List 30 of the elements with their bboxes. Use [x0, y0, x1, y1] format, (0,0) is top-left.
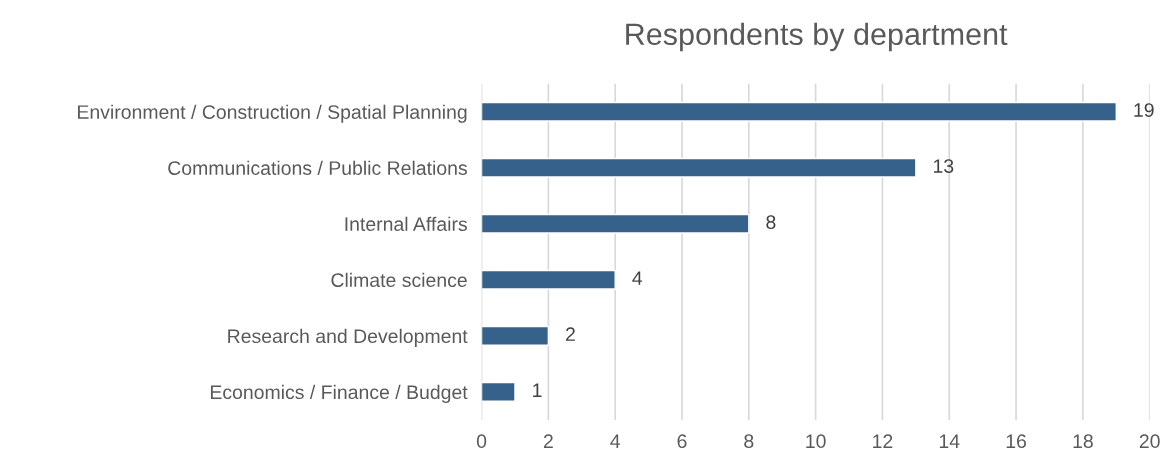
x-tick-label: 14 — [939, 434, 960, 448]
bar — [481, 325, 550, 346]
x-tick-label: 12 — [873, 434, 893, 448]
x-tick-label: 16 — [1006, 434, 1027, 449]
bar — [481, 381, 516, 402]
bar — [481, 269, 616, 290]
bar — [481, 213, 750, 234]
data-label: 13 — [933, 159, 954, 173]
x-tick-label: 20 — [1139, 434, 1160, 449]
y-tick-label: Communications / Public Relations — [168, 160, 467, 175]
data-label: 8 — [766, 215, 776, 229]
x-tick-label: 2 — [543, 434, 553, 448]
y-tick-label: Economics / Finance / Budget — [210, 384, 468, 403]
x-tick-label: 4 — [610, 434, 621, 448]
y-tick-label: Climate science — [331, 272, 467, 288]
x-tick-label: 18 — [1073, 434, 1093, 449]
data-label: 19 — [1134, 103, 1154, 117]
y-tick-label: Internal Affairs — [345, 216, 467, 232]
x-tick-label: 8 — [744, 434, 754, 449]
bar — [481, 101, 1117, 122]
y-tick-label: Research and Development — [228, 328, 468, 347]
data-label: 1 — [533, 383, 542, 397]
x-tick-label: 10 — [806, 434, 826, 449]
chart-title: Respondents by department — [626, 22, 1008, 52]
bar — [481, 157, 917, 178]
x-tick-label: 6 — [677, 434, 687, 449]
y-tick-label: Environment / Construction / Spatial Planning — [78, 104, 467, 123]
data-label: 4 — [632, 271, 643, 285]
data-label: 2 — [566, 327, 575, 341]
x-tick-label: 0 — [476, 434, 487, 449]
